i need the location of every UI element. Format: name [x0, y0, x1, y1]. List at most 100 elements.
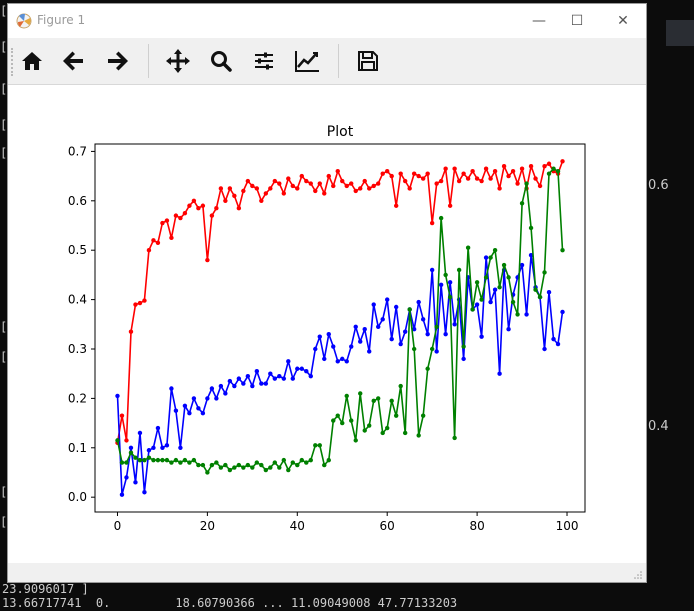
data-point	[200, 411, 206, 416]
save-button[interactable]	[352, 46, 384, 76]
data-point	[299, 366, 304, 371]
data-point	[551, 166, 556, 171]
series-2	[115, 252, 565, 497]
data-point	[236, 462, 242, 468]
data-point	[209, 386, 215, 391]
matplotlib-app-icon	[16, 13, 32, 29]
forward-button[interactable]	[101, 46, 133, 76]
edit-axis-button[interactable]	[291, 46, 323, 76]
data-point	[425, 366, 430, 371]
data-point	[407, 186, 412, 191]
close-button[interactable]: ✕	[617, 13, 629, 29]
data-point	[223, 198, 228, 204]
data-point	[115, 438, 120, 443]
data-point	[456, 267, 462, 273]
data-point	[295, 462, 300, 468]
data-point	[506, 327, 511, 332]
data-point	[322, 462, 327, 468]
data-point	[218, 186, 224, 191]
back-button[interactable]	[58, 46, 90, 76]
data-point	[456, 178, 462, 184]
data-point	[326, 457, 331, 463]
data-point	[169, 235, 174, 241]
terminal-bracket: [	[0, 485, 8, 499]
data-point	[546, 161, 552, 166]
minimize-button[interactable]: —	[532, 13, 546, 29]
data-point	[344, 393, 349, 399]
data-point	[340, 178, 345, 184]
zoom-button[interactable]	[205, 46, 237, 76]
data-point	[277, 181, 282, 186]
maximize-button[interactable]: ☐	[570, 13, 584, 29]
data-point	[340, 420, 345, 426]
toolbar-separator	[338, 44, 339, 78]
figure-canvas[interactable]: 0 20 40 60 80 100 0.0 0.1 0.2 0.3 0.4 0.5 0.6 0.7 Plo…	[8, 85, 646, 563]
title-bar[interactable]: Figure 1 — ☐ ✕	[8, 4, 646, 38]
data-point	[533, 176, 538, 181]
data-point	[393, 304, 399, 310]
data-point	[497, 285, 502, 290]
background-scrollbar	[666, 20, 694, 46]
data-point	[461, 356, 466, 362]
data-point	[182, 210, 188, 216]
y-tick-label: 0.6	[68, 194, 87, 208]
configure-subplots-icon	[255, 52, 273, 70]
data-point	[380, 430, 385, 436]
data-point	[286, 176, 291, 181]
data-point	[268, 465, 273, 470]
background-tick-label: 0.6	[648, 178, 669, 193]
data-point	[191, 396, 197, 401]
data-point	[178, 215, 183, 221]
data-point	[389, 336, 394, 342]
data-point	[191, 457, 197, 463]
data-point	[214, 206, 219, 211]
x-tick-label: 100	[556, 519, 579, 533]
data-point	[447, 203, 453, 208]
resize-grip-icon[interactable]	[634, 571, 642, 579]
data-point	[259, 462, 264, 468]
data-point	[452, 166, 457, 171]
data-point	[470, 168, 475, 174]
configure-subplots-button[interactable]	[248, 46, 280, 76]
axes-frame	[94, 143, 586, 513]
data-point	[128, 329, 134, 334]
data-point	[218, 383, 224, 389]
data-point	[389, 398, 394, 404]
data-point	[146, 248, 152, 253]
series-layer	[115, 159, 565, 497]
data-point	[317, 334, 322, 339]
toolbar-grip[interactable]	[11, 48, 16, 76]
data-point	[250, 465, 255, 470]
data-point	[232, 383, 237, 389]
data-point	[254, 369, 260, 374]
data-point	[546, 171, 552, 176]
data-point	[263, 191, 269, 196]
data-point	[151, 445, 156, 450]
x-tick-label: 0	[114, 519, 122, 533]
pan-button[interactable]	[162, 46, 194, 76]
data-point	[537, 294, 543, 300]
data-point	[142, 457, 147, 463]
data-point	[393, 413, 399, 418]
data-point	[376, 324, 381, 329]
data-point	[501, 164, 507, 169]
data-point	[119, 413, 125, 418]
data-point	[492, 248, 498, 253]
data-point	[358, 391, 363, 396]
data-point	[362, 327, 367, 332]
data-point	[245, 462, 251, 468]
data-point	[187, 411, 192, 416]
data-point	[528, 225, 534, 231]
terminal-bracket: [	[0, 146, 8, 160]
background-axis-labels: 0.6 0.4	[648, 0, 694, 611]
data-point	[160, 457, 165, 463]
back-arrow-icon	[63, 51, 83, 71]
data-point	[492, 168, 498, 174]
terminal-output-line: 13.66717741 0. 18.60790366 ... 11.090490…	[2, 596, 458, 610]
home-button[interactable]	[16, 46, 48, 76]
data-point	[501, 262, 507, 268]
terminal-bracket: [	[0, 515, 8, 529]
data-point	[483, 166, 489, 171]
data-point	[259, 198, 264, 204]
data-point	[155, 240, 161, 245]
